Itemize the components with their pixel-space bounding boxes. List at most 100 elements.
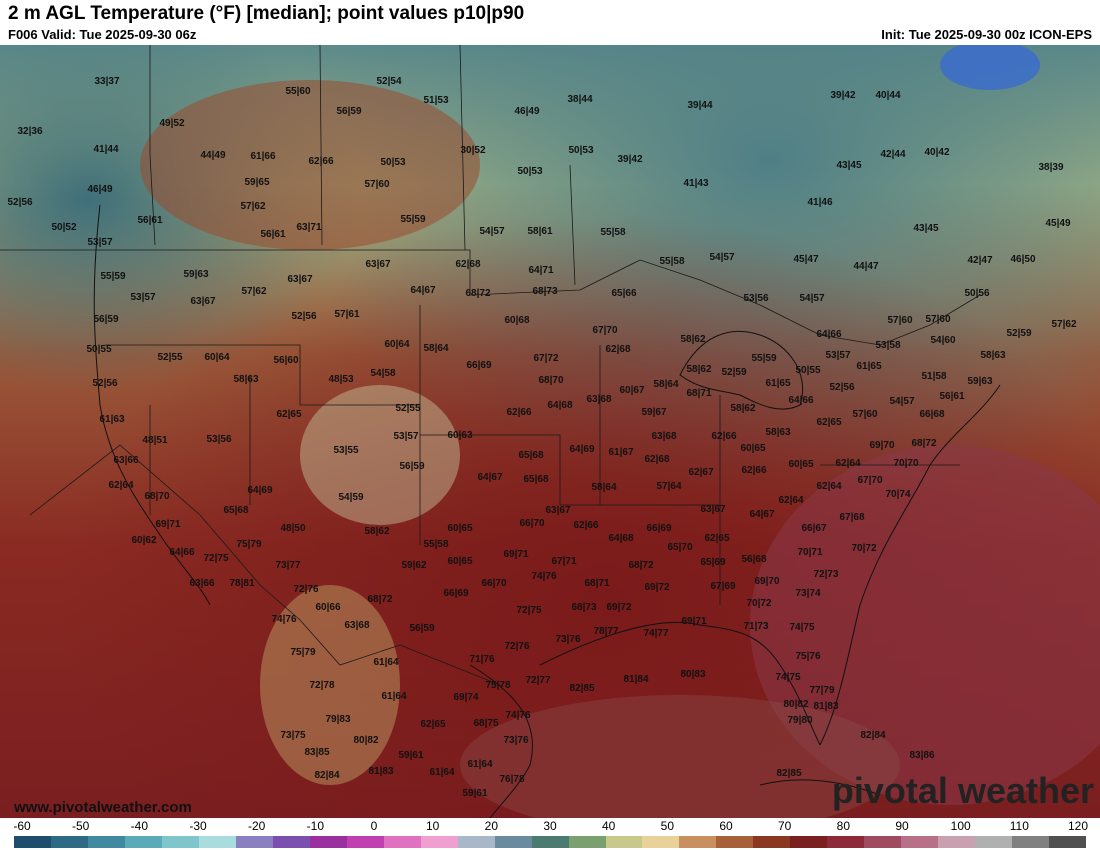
state-lines-west (105, 344, 420, 406)
point-value: 52|54 (376, 76, 402, 87)
point-value: 54|57 (479, 226, 505, 237)
point-value: 39|44 (687, 100, 713, 111)
point-value: 40|42 (924, 147, 950, 158)
point-value: 53|56 (206, 434, 232, 445)
colorbar-segment (568, 836, 606, 848)
point-value: 54|58 (370, 368, 396, 379)
great-lakes (679, 330, 804, 410)
map-background (0, 45, 1100, 818)
point-value: 57|60 (887, 315, 913, 326)
point-value: 39|42 (830, 90, 856, 101)
init-time: Init: Tue 2025-09-30 00z ICON-EPS (881, 27, 1092, 42)
point-value: 62|64 (108, 480, 134, 491)
colorbar-segment (901, 836, 939, 848)
point-value: 43|45 (836, 160, 862, 171)
point-value: 59|61 (398, 750, 424, 761)
colorbar-tick-label: 10 (425, 819, 440, 833)
sask-manitoba-border (459, 45, 466, 251)
point-value: 56|59 (336, 106, 362, 117)
colorbar-tick-label: -20 (247, 819, 266, 833)
point-value: 72|76 (504, 641, 530, 652)
colorbar-tick-label: 120 (1067, 819, 1089, 833)
point-value: 74|75 (789, 622, 815, 633)
point-value: 59|63 (183, 269, 209, 280)
point-value: 58|62 (364, 526, 390, 537)
point-value: 80|82 (353, 735, 379, 746)
point-value: 73|77 (275, 560, 301, 571)
point-value: 44|47 (853, 261, 879, 272)
point-value: 61|66 (250, 151, 276, 162)
point-value: 64|68 (608, 533, 634, 544)
point-value: 50|53 (517, 166, 543, 177)
point-value: 58|62 (680, 334, 706, 345)
point-value: 56|61 (260, 229, 286, 240)
colorbar-tick-label: -10 (306, 819, 324, 833)
point-value: 48|53 (328, 374, 354, 385)
point-value: 38|44 (567, 94, 593, 105)
point-value: 60|66 (315, 602, 341, 613)
point-value: 69|71 (681, 616, 707, 627)
point-value: 69|74 (453, 692, 479, 703)
point-value: 44|49 (200, 150, 226, 161)
point-value: 43|45 (913, 223, 939, 234)
point-value: 68|73 (532, 286, 558, 297)
point-value: 63|66 (113, 455, 139, 466)
point-value: 64|71 (528, 265, 554, 276)
point-value: 59|65 (244, 177, 270, 188)
point-value: 52|59 (721, 367, 747, 378)
colorbar-segment (716, 836, 754, 848)
temperature-map: 33|37 32|36 41|44 46|49 52|56 50|52 53|57 55|59… (0, 45, 1100, 818)
point-value: 70|74 (885, 489, 911, 500)
point-value: 39|42 (617, 154, 643, 165)
point-value: 58|64 (653, 379, 679, 390)
colorbar-segment (938, 836, 976, 848)
point-value: 52|56 (92, 378, 118, 389)
point-value: 83|85 (304, 747, 330, 758)
point-value: 60|68 (504, 315, 530, 326)
point-value: 75|78 (485, 680, 511, 691)
point-value: 76|78 (499, 774, 525, 785)
point-value: 69|72 (606, 602, 632, 613)
header: 2 m AGL Temperature (°F) [median]; point… (0, 0, 1100, 45)
website-url[interactable]: www.pivotalweather.com (14, 799, 192, 816)
colorbar-segment (1012, 836, 1050, 848)
point-value: 56|59 (93, 314, 119, 325)
point-value: 60|64 (384, 339, 410, 350)
point-value: 74|75 (775, 672, 801, 683)
point-value: 72|73 (813, 569, 839, 580)
valid-time: F006 Valid: Tue 2025-09-30 06z (8, 27, 197, 42)
prairie-warm-shade (140, 80, 480, 250)
point-value: 63|68 (651, 431, 677, 442)
point-value: 69|72 (644, 582, 670, 593)
point-value: 59|63 (967, 376, 993, 387)
colorbar-segment (1049, 836, 1087, 848)
point-value: 80|83 (680, 669, 706, 680)
atlantic-coastline (819, 384, 1001, 746)
point-value: 78|77 (593, 626, 619, 637)
point-value: 67|70 (857, 475, 883, 486)
colorbar-tick-label: 50 (660, 819, 675, 833)
point-value: 42|44 (880, 149, 906, 160)
point-value: 60|63 (447, 430, 473, 441)
point-value: 70|72 (746, 598, 772, 609)
point-value: 73|76 (555, 634, 581, 645)
bc-alberta-border (149, 45, 156, 246)
point-value: 51|53 (423, 95, 449, 106)
colorbar-tick-label: -60 (13, 819, 31, 833)
point-value: 72|78 (309, 680, 335, 691)
point-value: 53|58 (875, 340, 901, 351)
map-title: 2 m AGL Temperature (°F) [median]; point… (8, 3, 525, 24)
point-value: 61|64 (381, 691, 407, 702)
point-value: 45|49 (1045, 218, 1071, 229)
point-value: 67|71 (551, 556, 577, 567)
point-value: 63|67 (190, 296, 216, 307)
point-value: 70|71 (797, 547, 823, 558)
point-value: 61|63 (99, 414, 125, 425)
point-value: 61|65 (765, 378, 791, 389)
colorbar-tick-label: 20 (484, 819, 499, 833)
colorbar: -60 -50 -40 -30 -20 -10 0 10 20 30 40 50 60 70 80 90 100… (0, 818, 1100, 850)
point-value: 57|62 (240, 201, 266, 212)
point-value: 68|75 (473, 718, 499, 729)
point-value: 69|70 (754, 576, 780, 587)
mexico-plateau-shade (260, 585, 400, 785)
